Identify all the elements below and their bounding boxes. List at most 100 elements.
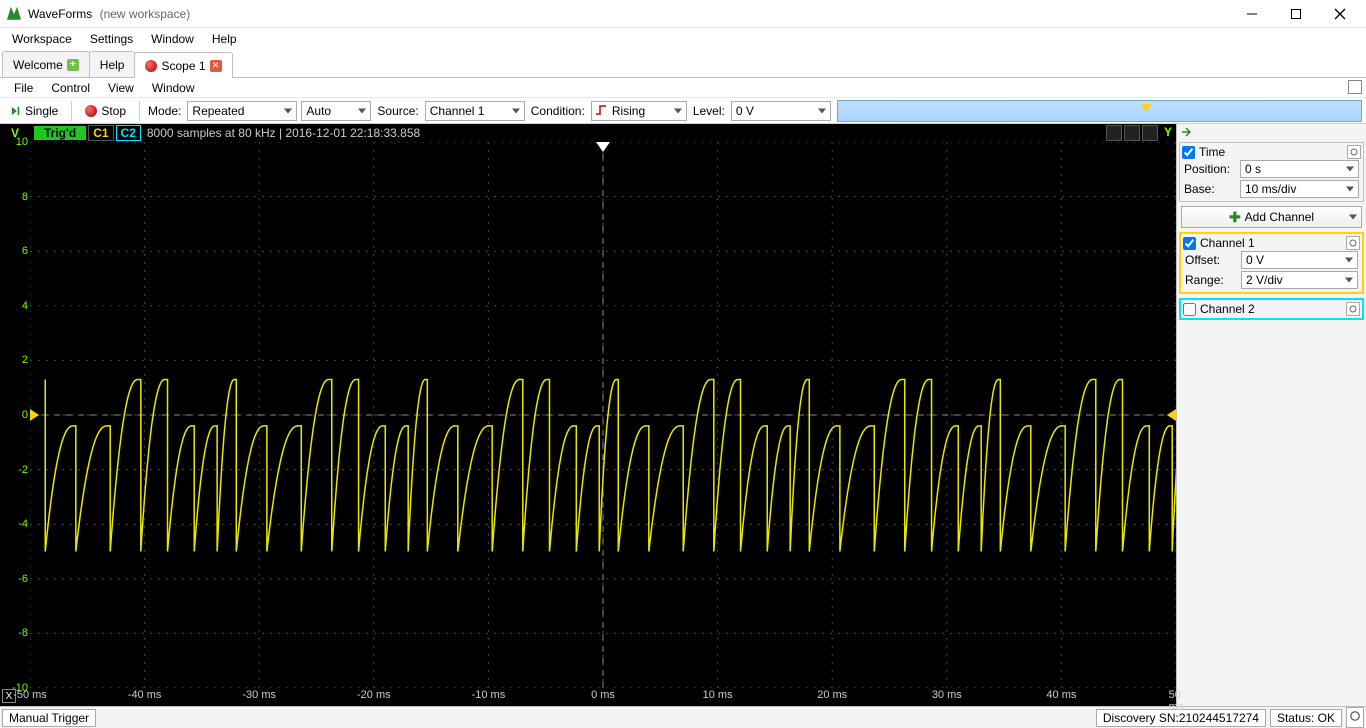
channel1-settings-button[interactable] (1346, 236, 1360, 250)
oscilloscope-plot[interactable] (30, 142, 1176, 688)
manual-trigger-button[interactable]: Manual Trigger (2, 709, 96, 727)
x-tick-label: 50 ms (1169, 689, 1184, 713)
x-tick-label: -20 ms (357, 689, 391, 701)
time-label: Time (1199, 145, 1225, 159)
x-tick-label: 20 ms (817, 689, 847, 701)
y-tick-label: 10 (16, 136, 28, 148)
add-channel-button[interactable]: ✚Add Channel (1181, 206, 1362, 228)
workspace-name: (new workspace) (96, 7, 190, 21)
scope-header: V Trig'd C1 C2 8000 samples at 80 kHz | … (0, 124, 1176, 142)
close-button[interactable] (1318, 0, 1362, 28)
x-tick-label: -40 ms (128, 689, 162, 701)
trigger-mode-select[interactable] (301, 101, 371, 121)
channel1-panel: Channel 1 Offset: Range: (1179, 232, 1364, 294)
channel2-settings-button[interactable] (1346, 302, 1360, 316)
channel2-checkbox[interactable] (1183, 303, 1196, 316)
x-axis: -50 ms-40 ms-30 ms-20 ms-10 ms0 ms10 ms2… (30, 688, 1176, 706)
channel1-offset-input[interactable] (1241, 251, 1358, 269)
menu-settings[interactable]: Settings (82, 30, 141, 48)
x-tick-label: -30 ms (242, 689, 276, 701)
menu-workspace[interactable]: Workspace (4, 30, 80, 48)
minimize-button[interactable] (1230, 0, 1274, 28)
plus-icon: ✚ (1229, 209, 1241, 226)
status-bar: Manual Trigger Discovery SN:210244517274… (0, 706, 1366, 728)
offset-label: Offset: (1185, 253, 1241, 267)
channel1-checkbox[interactable] (1183, 237, 1196, 250)
channel2-badge[interactable]: C2 (116, 125, 141, 141)
y-axis: 1086420-2-4-6-8-10 (0, 142, 30, 688)
trigger-level-marker-icon (1141, 104, 1151, 112)
source-select[interactable] (425, 101, 525, 121)
tab-label: Welcome (13, 58, 63, 72)
y-tick-label: -8 (18, 627, 28, 639)
level-label: Level: (691, 104, 727, 118)
submenu-window[interactable]: Window (144, 80, 203, 96)
maximize-button[interactable] (1274, 0, 1318, 28)
trigger-position-marker-icon[interactable] (596, 142, 610, 152)
x-tick-label: 10 ms (703, 689, 733, 701)
side-panel: Time Position: Base: ✚Add Channel Channe… (1176, 124, 1366, 706)
y-tick-label: -6 (18, 573, 28, 585)
channel1-label: Channel 1 (1200, 236, 1255, 250)
tab-scope[interactable]: Scope 1 ✕ (134, 52, 232, 78)
toolbar: Single Stop Mode: Source: Condition: Lev… (0, 98, 1366, 124)
mode-select[interactable] (187, 101, 297, 121)
app-logo-icon (6, 6, 22, 22)
channel1-range-input[interactable] (1241, 271, 1358, 289)
tab-welcome[interactable]: Welcome + (2, 51, 90, 77)
trigger-level-slider[interactable] (837, 100, 1362, 122)
x-tick-label: -50 ms (13, 689, 47, 701)
time-checkbox[interactable] (1182, 146, 1195, 159)
tab-bar: Welcome + Help Scope 1 ✕ (0, 50, 1366, 78)
instrument-menu-bar: File Control View Window (0, 78, 1366, 98)
menu-help[interactable]: Help (204, 30, 245, 48)
collapse-panel-icon[interactable] (1181, 126, 1195, 138)
base-label: Base: (1184, 182, 1240, 196)
channel2-label: Channel 2 (1200, 302, 1255, 316)
tab-help[interactable]: Help (89, 51, 136, 77)
channel-zero-marker-left-icon[interactable] (30, 409, 39, 421)
x-tick-label: 0 ms (591, 689, 615, 701)
zoom-in-icon[interactable] (1106, 125, 1122, 141)
side-arrow-row (1177, 124, 1366, 140)
zoom-fit-icon[interactable] (1124, 125, 1140, 141)
x-axis-row: X -50 ms-40 ms-30 ms-20 ms-10 ms0 ms10 m… (0, 688, 1176, 706)
channel1-badge[interactable]: C1 (88, 125, 113, 141)
y-tick-label: 0 (22, 409, 28, 421)
mode-label: Mode: (146, 104, 183, 118)
stop-icon (85, 105, 97, 117)
status-ok-label: Status: OK (1270, 709, 1342, 727)
tab-close-icon[interactable]: ✕ (210, 60, 222, 72)
restore-subwindow-button[interactable] (1348, 80, 1362, 94)
submenu-file[interactable]: File (6, 80, 41, 96)
y-axis-button[interactable]: Y (1160, 125, 1176, 141)
condition-label: Condition: (529, 104, 587, 118)
single-button[interactable]: Single (4, 101, 65, 121)
base-input[interactable] (1240, 180, 1359, 198)
x-tick-label: 30 ms (932, 689, 962, 701)
y-tick-label: 4 (22, 300, 28, 312)
y-tick-label: 8 (22, 191, 28, 203)
tab-label: Scope 1 (161, 59, 205, 73)
stop-button[interactable]: Stop (78, 101, 133, 121)
status-settings-button[interactable] (1346, 707, 1364, 728)
y-tick-label: -4 (18, 518, 28, 530)
time-settings-button[interactable] (1347, 145, 1361, 159)
acquisition-info: 8000 samples at 80 kHz | 2016-12-01 22:1… (147, 126, 420, 140)
zoom-out-icon[interactable] (1142, 125, 1158, 141)
submenu-control[interactable]: Control (43, 80, 98, 96)
scope-area: V Trig'd C1 C2 8000 samples at 80 kHz | … (0, 124, 1176, 706)
channel-zero-marker-right-icon[interactable] (1167, 409, 1176, 421)
channel2-panel: Channel 2 (1179, 298, 1364, 320)
submenu-view[interactable]: View (100, 80, 142, 96)
menu-bar: Workspace Settings Window Help (0, 28, 1366, 50)
level-input[interactable] (731, 101, 831, 121)
trigger-status-badge: Trig'd (34, 126, 86, 140)
single-step-icon (11, 106, 21, 116)
time-section-header: Time (1182, 145, 1361, 159)
position-label: Position: (1184, 162, 1240, 176)
position-input[interactable] (1240, 160, 1359, 178)
tab-label: Help (100, 58, 125, 72)
menu-window[interactable]: Window (143, 30, 202, 48)
range-label: Range: (1185, 273, 1241, 287)
